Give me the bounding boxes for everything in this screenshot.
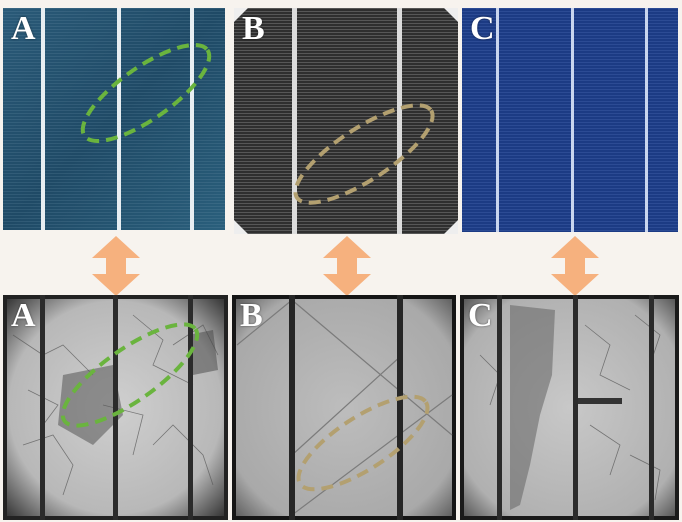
photo-panel-b: B — [234, 8, 458, 234]
defect-highlight-ellipse — [60, 322, 200, 428]
double-arrow-icon — [92, 236, 140, 296]
panel-label: A — [11, 297, 36, 334]
el-image-b — [232, 295, 456, 520]
el-image-panel-c: C — [460, 295, 679, 520]
el-image-a — [3, 295, 228, 520]
solar-cell-photo-b — [234, 8, 458, 234]
el-image-panel-b: B — [232, 295, 456, 520]
defect-highlight-ellipse — [80, 42, 212, 144]
solar-cell-photo-c — [462, 8, 678, 232]
panel-label: C — [470, 10, 495, 47]
photo-panel-c: C — [462, 8, 678, 232]
photo-panel-a: A — [3, 8, 225, 230]
panel-label: C — [468, 297, 493, 334]
el-image-c — [460, 295, 679, 520]
defect-highlight-ellipse — [296, 394, 430, 492]
double-arrow-icon — [551, 236, 599, 296]
el-image-panel-a: A — [3, 295, 228, 520]
double-arrow-icon — [323, 236, 371, 296]
solar-cell-photo-a — [3, 8, 225, 230]
panel-label: B — [240, 297, 263, 334]
defect-highlight-ellipse — [293, 103, 435, 205]
panel-label: A — [11, 10, 36, 47]
panel-label: B — [242, 10, 265, 47]
